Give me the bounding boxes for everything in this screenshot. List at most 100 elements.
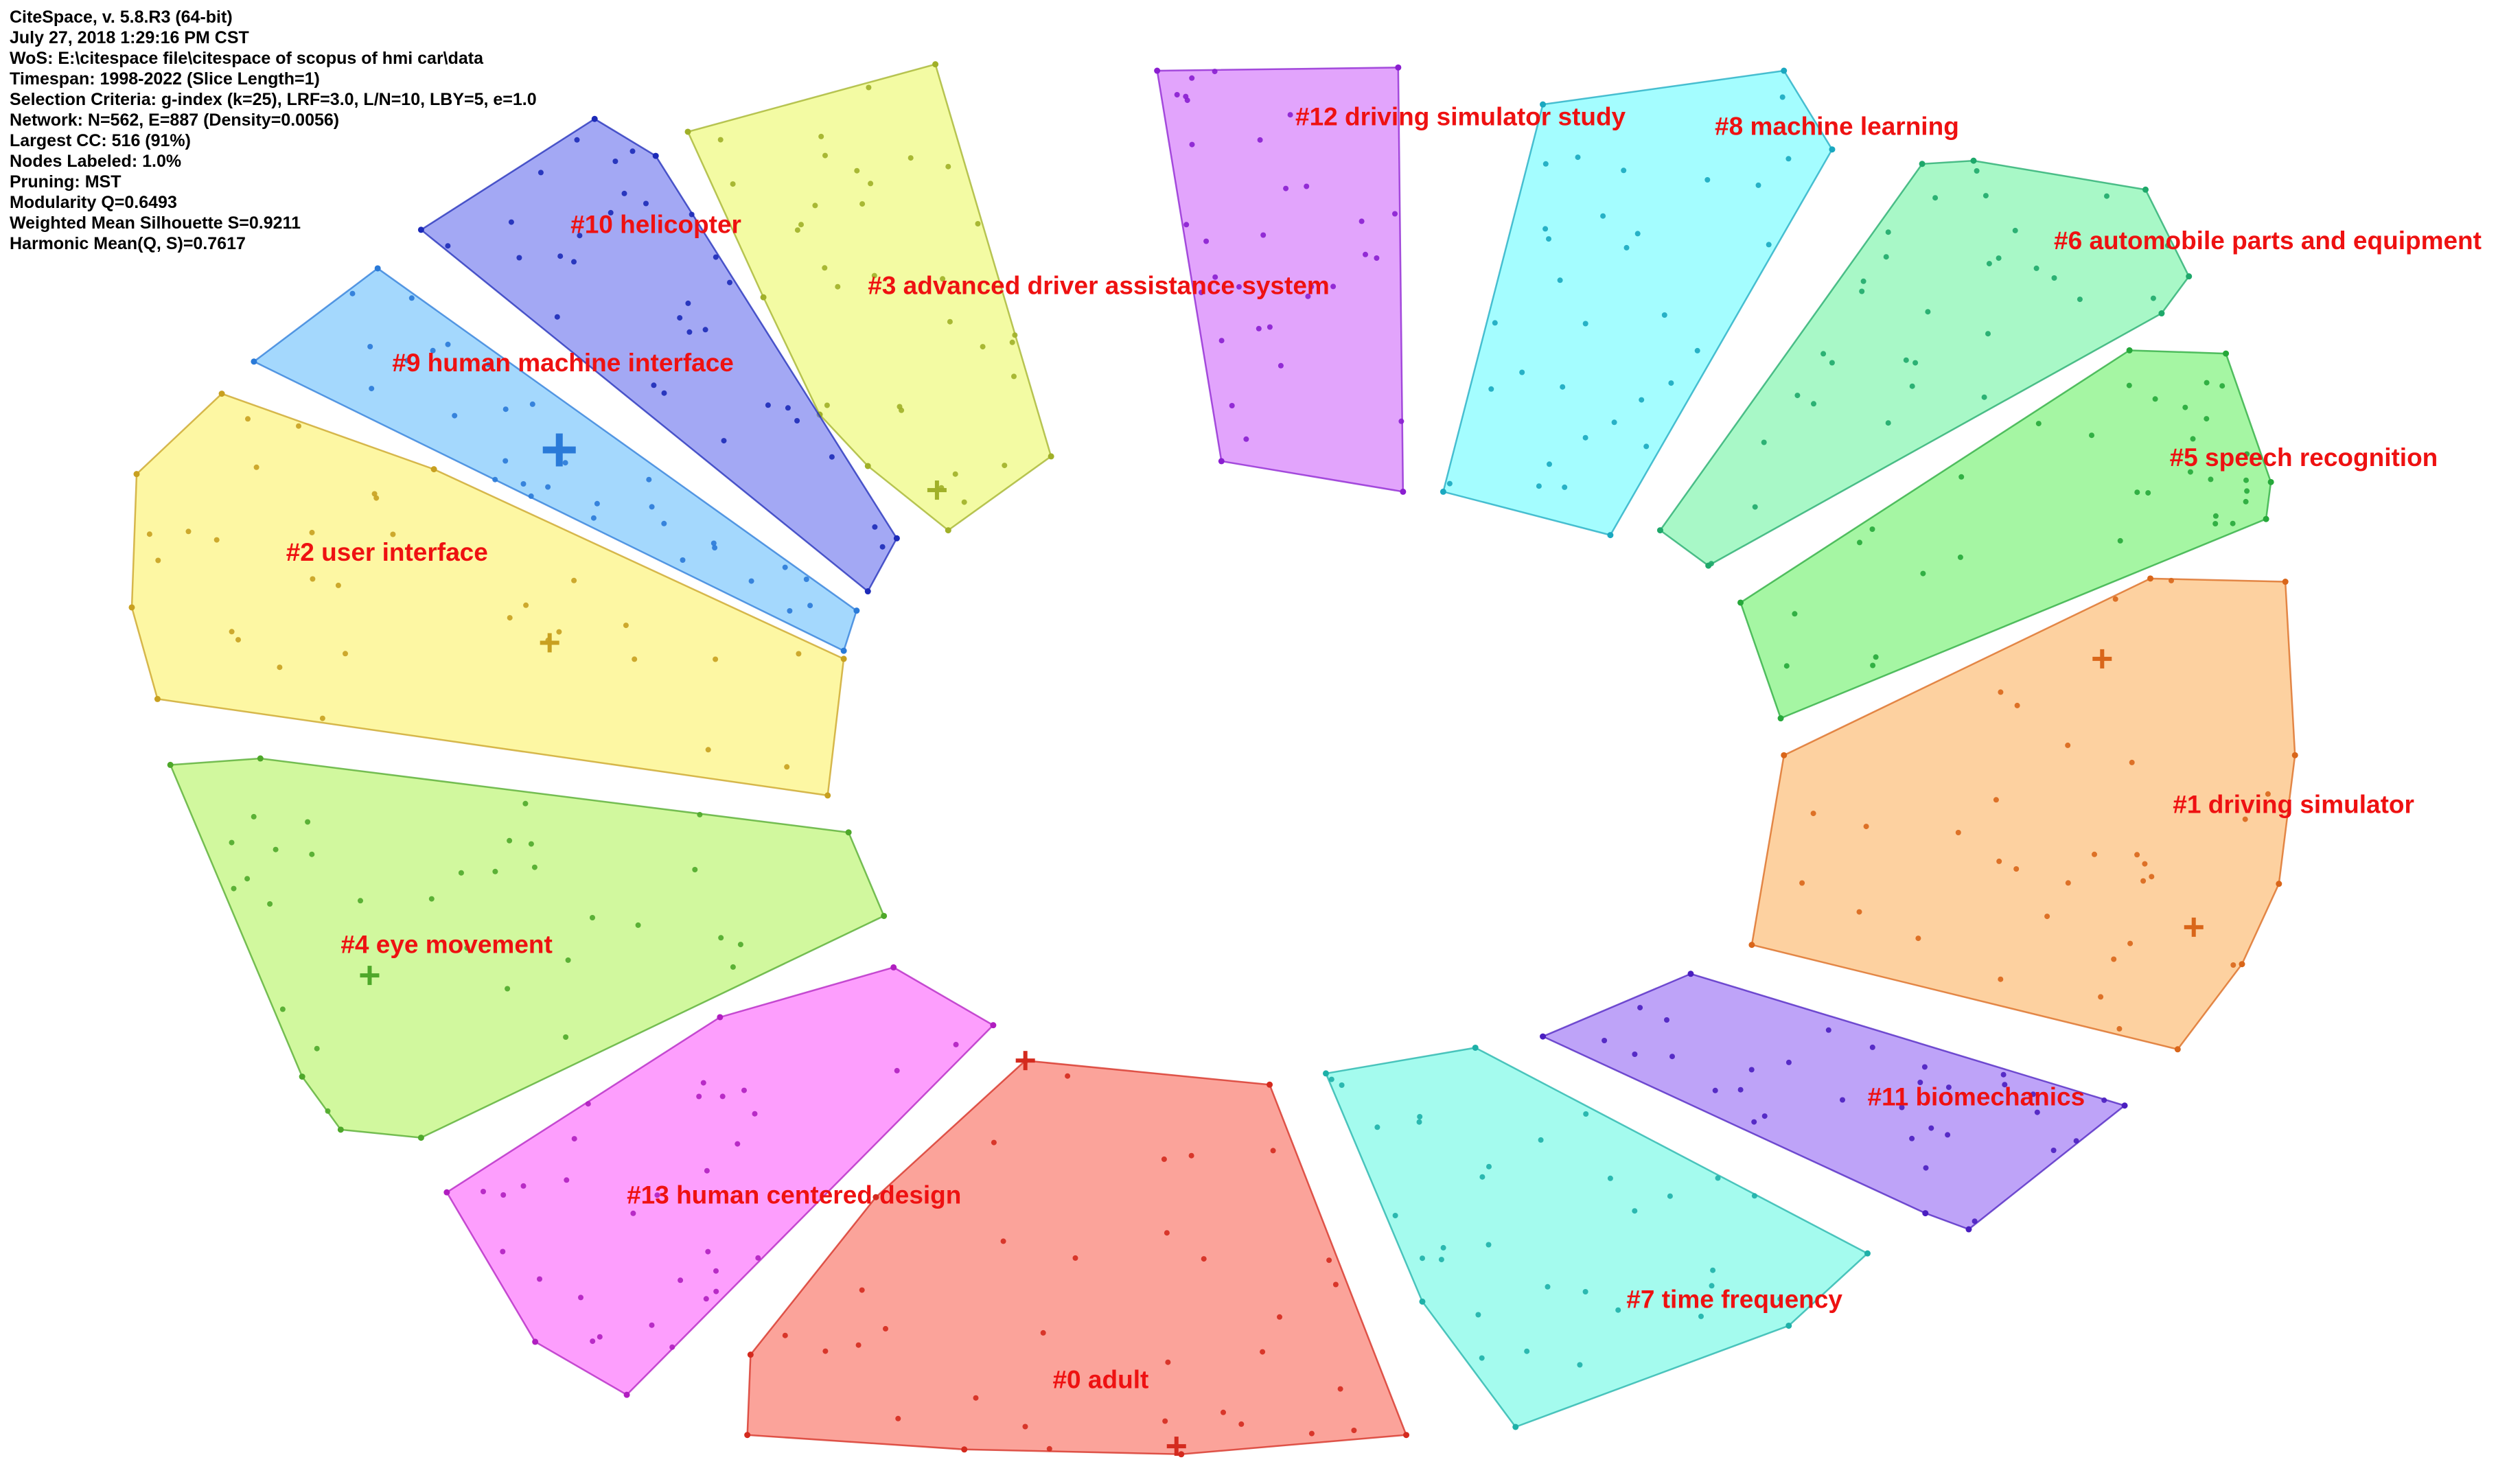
cluster-node[interactable] xyxy=(1873,654,1879,660)
cluster-node[interactable] xyxy=(747,1351,754,1358)
cluster-hull-4[interactable] xyxy=(169,757,886,1139)
cluster-node[interactable] xyxy=(991,1139,997,1146)
cluster-node[interactable] xyxy=(883,1325,888,1332)
cluster-node[interactable] xyxy=(277,664,283,671)
cluster-node[interactable] xyxy=(1492,320,1498,326)
cluster-node[interactable] xyxy=(1308,283,1315,290)
cluster-node[interactable] xyxy=(1869,1044,1875,1050)
cluster-node[interactable] xyxy=(1161,1156,1167,1162)
cluster-node[interactable] xyxy=(646,476,652,483)
cluster-node[interactable] xyxy=(713,656,719,662)
cluster-node[interactable] xyxy=(1919,161,1926,167)
cluster-node[interactable] xyxy=(2244,451,2250,457)
cluster-node[interactable] xyxy=(1909,383,1915,389)
cluster-node[interactable] xyxy=(1189,75,1195,81)
cluster-node[interactable] xyxy=(895,1415,901,1421)
cluster-node[interactable] xyxy=(1920,570,1926,577)
cluster-node[interactable] xyxy=(273,846,279,852)
cluster-node[interactable] xyxy=(908,155,914,161)
cluster-node[interactable] xyxy=(1188,1152,1194,1159)
cluster-node[interactable] xyxy=(1656,527,1663,534)
cluster-node[interactable] xyxy=(1607,532,1614,539)
cluster-node[interactable] xyxy=(1708,561,1714,567)
key-node-marker[interactable] xyxy=(1174,1437,1179,1456)
cluster-node[interactable] xyxy=(1277,1314,1282,1320)
cluster-node[interactable] xyxy=(1632,1052,1638,1057)
cluster-node[interactable] xyxy=(1923,1165,1929,1171)
cluster-node[interactable] xyxy=(945,163,951,170)
cluster-node[interactable] xyxy=(1560,384,1566,390)
cluster-node[interactable] xyxy=(1330,283,1337,290)
cluster-node[interactable] xyxy=(337,1126,344,1133)
cluster-node[interactable] xyxy=(1860,278,1866,284)
cluster-node[interactable] xyxy=(2223,350,2230,357)
cluster-node[interactable] xyxy=(807,603,813,609)
cluster-node[interactable] xyxy=(2098,994,2104,1000)
cluster-node[interactable] xyxy=(794,227,800,233)
cluster-node[interactable] xyxy=(1972,1218,1978,1224)
cluster-node[interactable] xyxy=(719,1093,726,1100)
cluster-node[interactable] xyxy=(185,529,192,535)
cluster-node[interactable] xyxy=(556,629,562,635)
cluster-node[interactable] xyxy=(2145,490,2151,496)
cluster-node[interactable] xyxy=(585,1101,591,1107)
cluster-node[interactable] xyxy=(1958,474,1965,480)
cluster-node[interactable] xyxy=(1779,94,1785,100)
cluster-node[interactable] xyxy=(1829,360,1835,366)
cluster-node[interactable] xyxy=(2267,478,2274,485)
cluster-node[interactable] xyxy=(866,84,872,91)
cluster-node[interactable] xyxy=(2242,816,2248,822)
cluster-node[interactable] xyxy=(1945,1132,1951,1138)
cluster-node[interactable] xyxy=(661,520,667,526)
cluster-node[interactable] xyxy=(1794,393,1801,399)
cluster-node[interactable] xyxy=(1351,1428,1357,1433)
cluster-node[interactable] xyxy=(1985,331,1991,337)
cluster-node[interactable] xyxy=(1998,689,2004,695)
cluster-node[interactable] xyxy=(1322,1070,1329,1077)
cluster-node[interactable] xyxy=(1810,811,1816,817)
cluster-node[interactable] xyxy=(369,386,375,392)
cluster-node[interactable] xyxy=(1440,1244,1446,1251)
cluster-node[interactable] xyxy=(1542,161,1549,167)
cluster-node[interactable] xyxy=(1761,1113,1768,1119)
key-node-marker[interactable] xyxy=(367,966,372,986)
cluster-node[interactable] xyxy=(502,458,509,464)
cluster-node[interactable] xyxy=(702,327,708,333)
cluster-node[interactable] xyxy=(798,222,804,228)
cluster-node[interactable] xyxy=(1903,357,1909,363)
cluster-node[interactable] xyxy=(279,1006,286,1012)
cluster-node[interactable] xyxy=(1256,325,1262,332)
cluster-node[interactable] xyxy=(1996,255,2002,262)
cluster-2[interactable] xyxy=(128,391,847,799)
cluster-node[interactable] xyxy=(358,898,363,904)
cluster-node[interactable] xyxy=(2239,961,2245,968)
cluster-node[interactable] xyxy=(445,243,451,249)
cluster-node[interactable] xyxy=(1287,112,1293,118)
cluster-node[interactable] xyxy=(1486,1242,1492,1248)
cluster-node[interactable] xyxy=(520,1183,527,1189)
cluster-node[interactable] xyxy=(782,564,788,570)
cluster-node[interactable] xyxy=(1661,312,1667,318)
cluster-node[interactable] xyxy=(443,1189,450,1196)
cluster-node[interactable] xyxy=(1189,141,1195,148)
cluster-node[interactable] xyxy=(229,839,235,846)
cluster-6[interactable] xyxy=(1656,157,2193,569)
cluster-node[interactable] xyxy=(1438,1257,1444,1263)
cluster-node[interactable] xyxy=(2002,1082,2008,1088)
cluster-node[interactable] xyxy=(649,504,655,510)
cluster-node[interactable] xyxy=(1392,1213,1398,1218)
cluster-node[interactable] xyxy=(309,529,315,535)
cluster-10[interactable] xyxy=(417,115,900,595)
cluster-node[interactable] xyxy=(796,651,802,657)
cluster-node[interactable] xyxy=(765,402,771,408)
cluster-node[interactable] xyxy=(1639,397,1645,403)
cluster-node[interactable] xyxy=(741,1087,747,1093)
cluster-node[interactable] xyxy=(2077,297,2083,303)
cluster-node[interactable] xyxy=(1869,526,1875,532)
cluster-node[interactable] xyxy=(1710,1267,1716,1273)
cluster-node[interactable] xyxy=(643,200,649,207)
cluster-node[interactable] xyxy=(2190,436,2196,442)
cluster-node[interactable] xyxy=(1766,242,1772,248)
cluster-node[interactable] xyxy=(2134,852,2140,858)
cluster-node[interactable] xyxy=(975,221,981,227)
